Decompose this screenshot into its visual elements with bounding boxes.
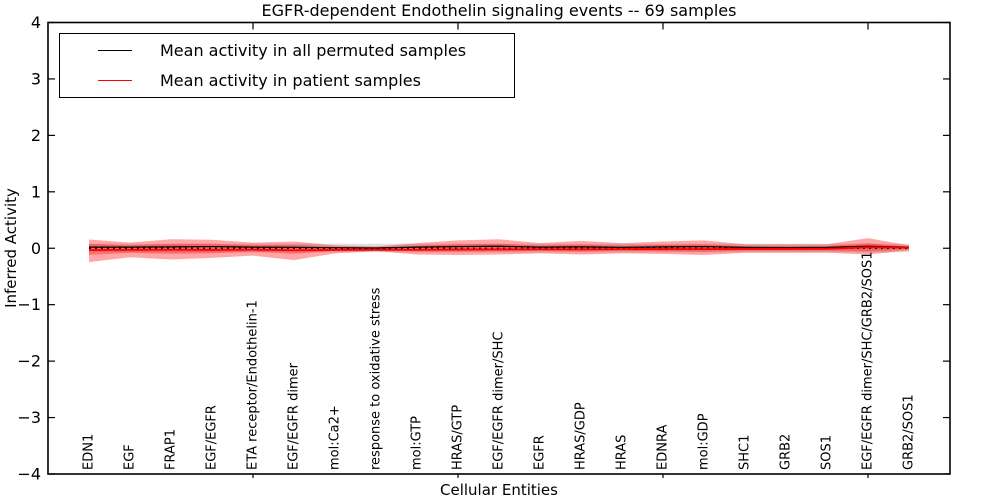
entity-label: response to oxidative stress: [369, 287, 384, 470]
legend-item-permuted: Mean activity in all permuted samples: [60, 38, 514, 64]
y-tick-label: 2: [31, 126, 41, 145]
legend-line-sample-patient: [98, 79, 132, 81]
x-axis-label: Cellular Entities: [440, 481, 558, 499]
entity-label: EGF/EGFR dimer/SHC: [492, 332, 507, 470]
entity-label: EDN1: [82, 434, 97, 470]
y-axis-label: Inferred Activity: [2, 188, 20, 308]
legend: Mean activity in all permuted samples Me…: [59, 33, 515, 98]
y-tick-label: 4: [31, 13, 41, 32]
entity-label: HRAS/GTP: [451, 405, 466, 470]
entity-label: mol:Ca2+: [328, 405, 343, 470]
y-tick-label: −1: [17, 295, 41, 314]
entity-label: ETA receptor/Endothelin-1: [246, 300, 261, 470]
legend-line-sample-permuted: [98, 50, 132, 52]
mean-activity-in-all-permuted-samples-line: [89, 245, 910, 249]
chart-title: EGFR-dependent Endothelin signaling even…: [261, 1, 737, 20]
entity-label: EGF/EGFR dimer/SHC/GRB2/SOS1: [861, 252, 876, 471]
legend-label-permuted: Mean activity in all permuted samples: [160, 41, 467, 61]
entity-label: EDNRA: [656, 425, 671, 470]
y-tick-label: −2: [17, 352, 41, 371]
legend-label-patient: Mean activity in patient samples: [160, 70, 421, 90]
entity-label: EGFR: [533, 435, 548, 470]
legend-item-patient: Mean activity in patient samples: [60, 67, 514, 93]
entity-label: mol:GTP: [410, 416, 425, 470]
y-tick-label: 0: [31, 239, 41, 258]
entity-label: GRB2: [779, 434, 794, 470]
entity-label: SOS1: [820, 435, 835, 470]
entity-label: GRB2/SOS1: [902, 394, 917, 470]
entity-label: mol:GDP: [697, 413, 712, 470]
y-tick-label: 3: [31, 69, 41, 88]
entity-label: HRAS/GDP: [574, 402, 589, 470]
entity-label: EGF: [123, 444, 138, 470]
mean-activity-in-patient-samples-line: [88, 246, 910, 252]
entity-label: EGF/EGFR: [205, 405, 220, 470]
entity-label: EGF/EGFR dimer: [287, 362, 302, 470]
entity-label: HRAS: [615, 435, 630, 470]
entity-label: SHC1: [738, 435, 753, 470]
y-tick-label: −3: [17, 408, 41, 427]
entity-label: FRAP1: [164, 429, 179, 470]
y-tick-label: 1: [31, 182, 41, 201]
y-tick-label: −4: [17, 465, 41, 484]
